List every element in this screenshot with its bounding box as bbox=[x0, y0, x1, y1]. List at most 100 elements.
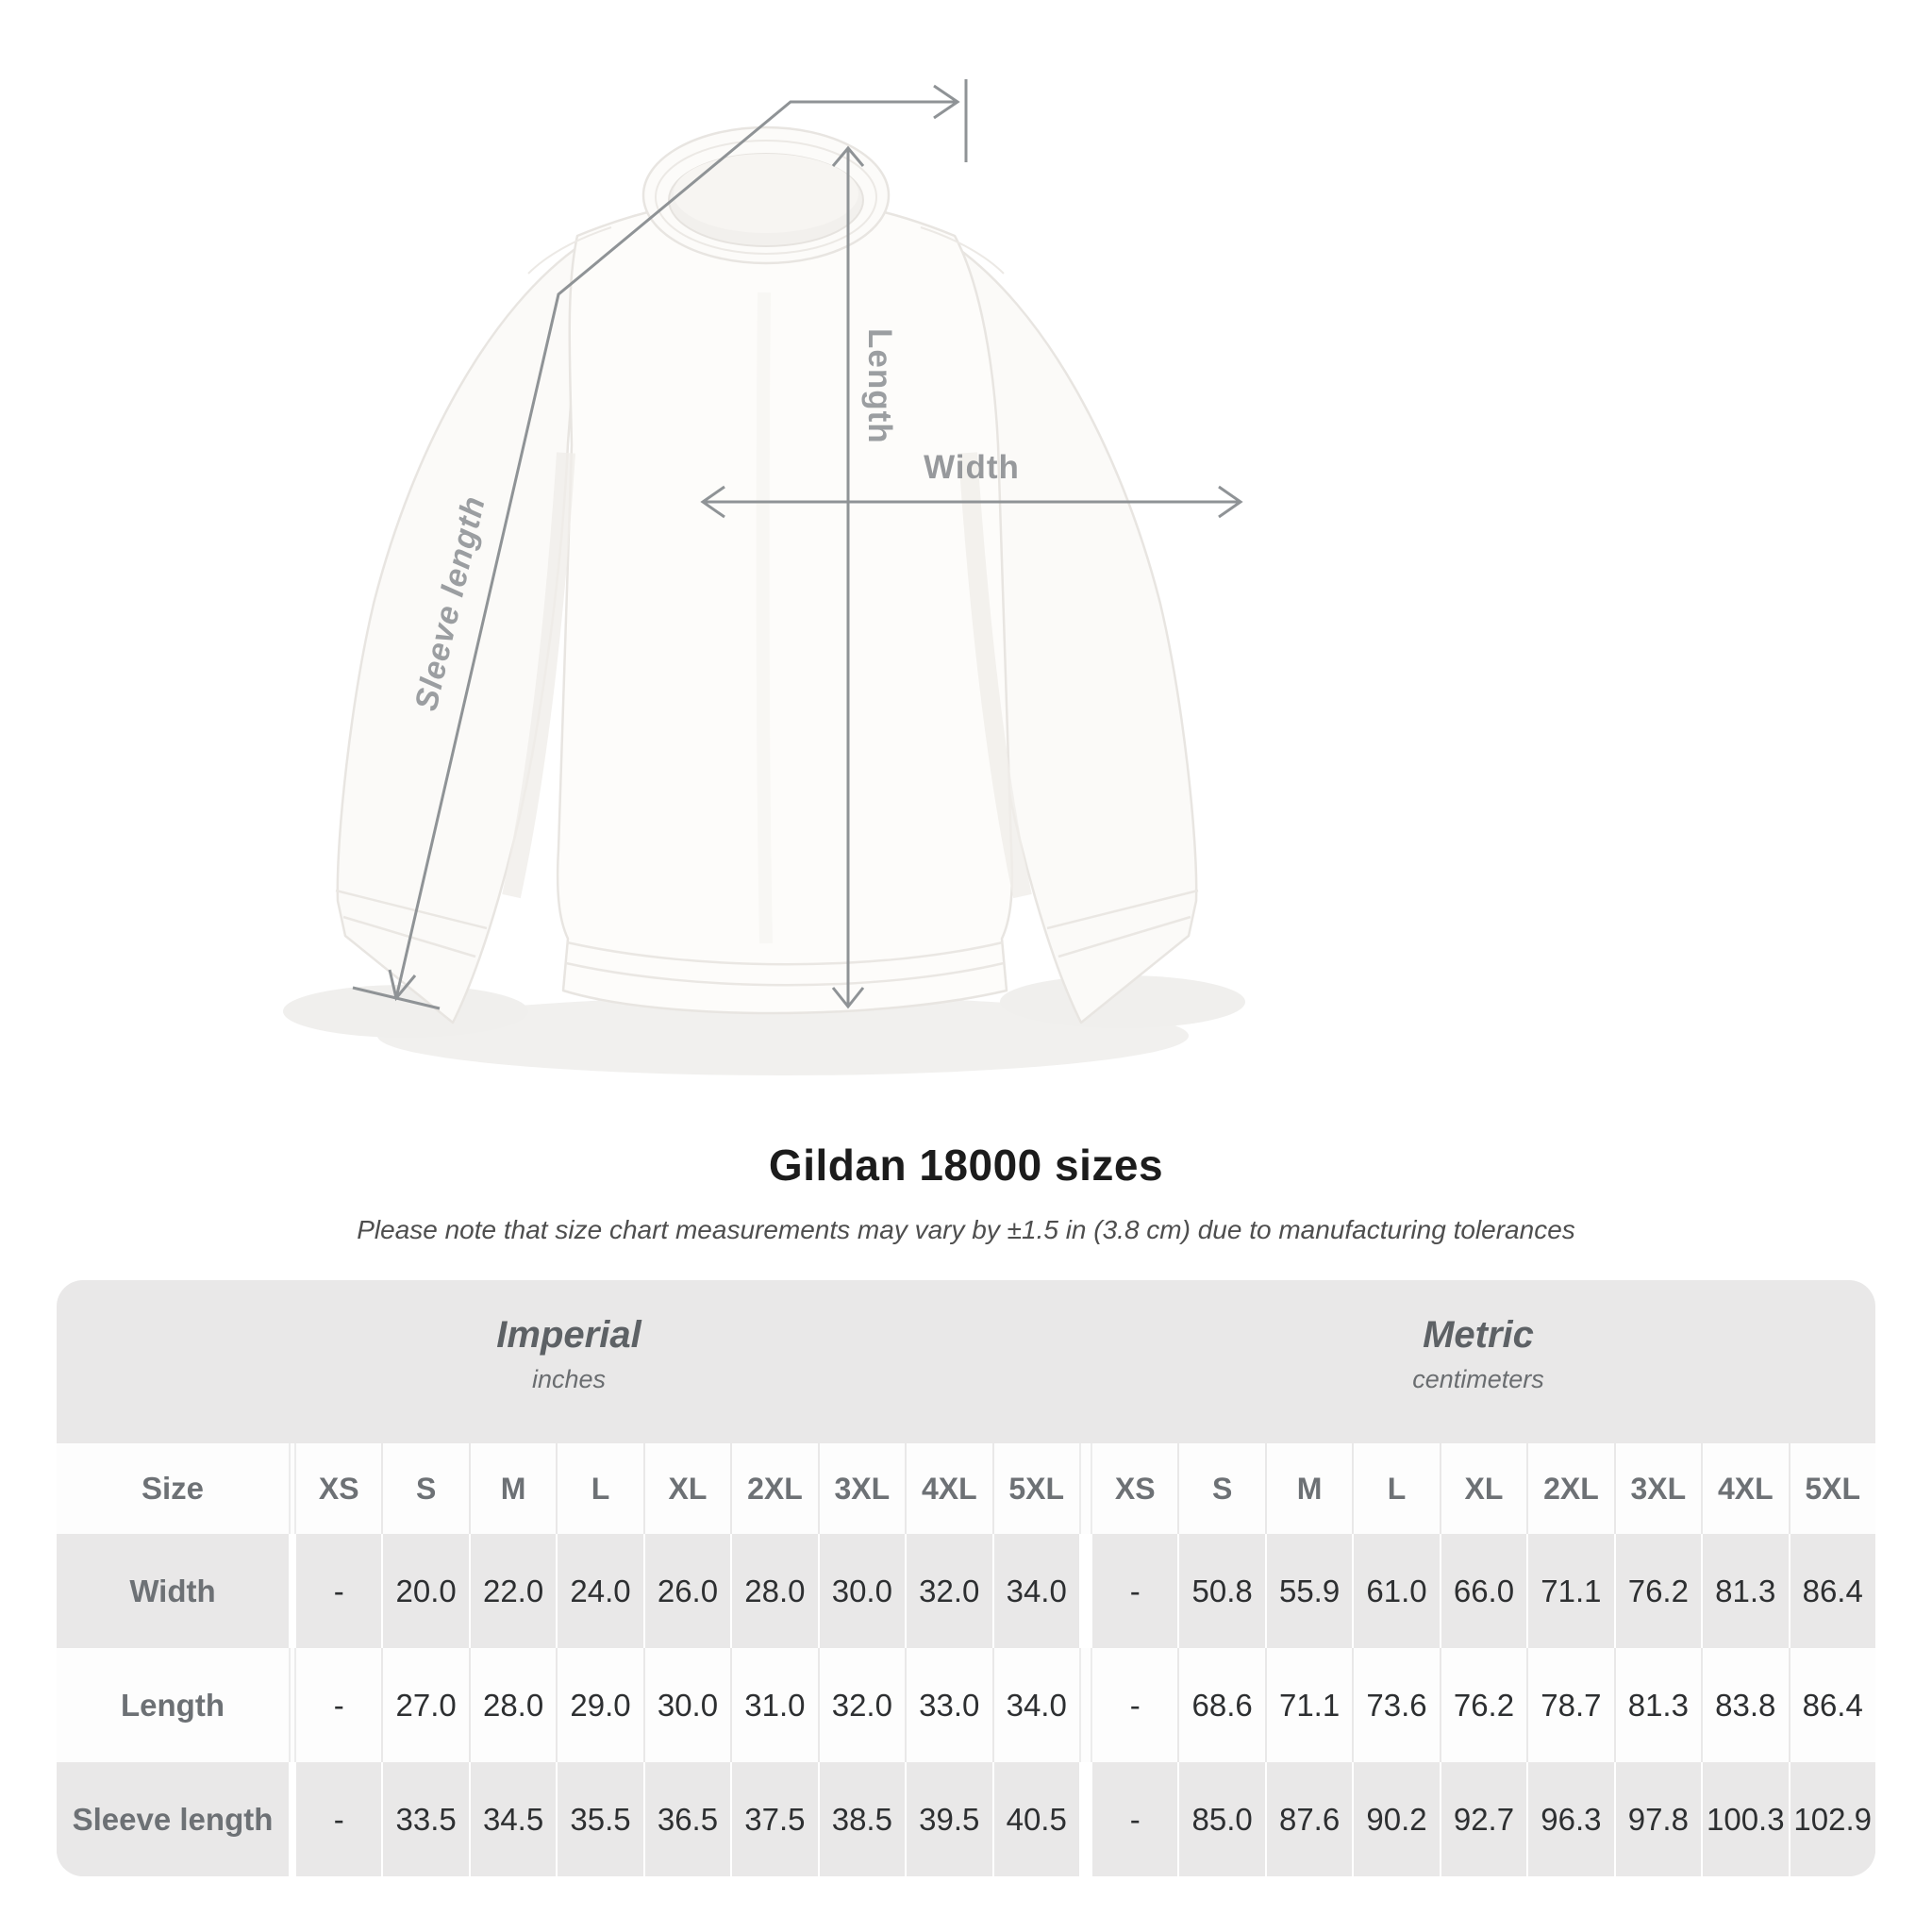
value-cell: 102.9 bbox=[1788, 1762, 1875, 1876]
metric-title: Metric bbox=[1423, 1314, 1534, 1356]
value-cell: - bbox=[1129, 1687, 1141, 1723]
size-header-cell: XS bbox=[318, 1471, 359, 1506]
width-row: Width -20.0 22.0 24.0 26.0 28.0 30.0 32.0 34.0 … bbox=[57, 1534, 1875, 1648]
value-cell: 61.0 bbox=[1352, 1534, 1439, 1648]
value-cell: 81.3 bbox=[1701, 1534, 1788, 1648]
size-header-cell: 5XL bbox=[991, 1443, 1079, 1534]
table-header-row: Size XS S M L XL 2XL 3XL 4XL 5XL XS S M L XL 2XL 3XL 4X… bbox=[57, 1443, 1875, 1534]
size-header-cell: L bbox=[556, 1443, 642, 1534]
imperial-unit: inches bbox=[531, 1365, 607, 1393]
body bbox=[556, 196, 1014, 1015]
size-header-cell: XL bbox=[1439, 1443, 1526, 1534]
measurement-annotations bbox=[352, 79, 1243, 1010]
value-cell: - bbox=[333, 1801, 344, 1837]
heading-block: Gildan 18000 sizes Please note that size… bbox=[0, 1140, 1932, 1245]
size-column-header: Size bbox=[141, 1471, 205, 1506]
size-header-cell: 4XL bbox=[905, 1443, 991, 1534]
value-cell: 73.6 bbox=[1352, 1648, 1439, 1762]
metric-size-headers: XS S M L XL 2XL 3XL 4XL 5XL bbox=[1092, 1443, 1875, 1534]
row-label: Width bbox=[129, 1573, 216, 1608]
value-cell: 30.0 bbox=[642, 1648, 730, 1762]
width-metric-values: - 50.8 55.9 61.0 66.0 71.1 76.2 81.3 86.4 bbox=[1092, 1534, 1875, 1648]
value-cell: 40.5 bbox=[991, 1762, 1079, 1876]
value-cell: 27.0 bbox=[381, 1648, 468, 1762]
value-cell: 81.3 bbox=[1613, 1648, 1701, 1762]
metric-section-header: Metric centimeters bbox=[1081, 1280, 1875, 1443]
value-cell: 50.8 bbox=[1177, 1534, 1264, 1648]
value-cell: 78.7 bbox=[1526, 1648, 1613, 1762]
value-cell: - bbox=[333, 1687, 344, 1723]
imperial-title: Imperial bbox=[496, 1314, 641, 1356]
value-cell: 37.5 bbox=[730, 1762, 817, 1876]
value-cell: 71.1 bbox=[1526, 1534, 1613, 1648]
sweatshirt bbox=[335, 125, 1199, 1024]
section-divider bbox=[1079, 1762, 1092, 1876]
value-cell: 39.5 bbox=[905, 1762, 991, 1876]
value-cell: 31.0 bbox=[730, 1648, 817, 1762]
width-label: Width bbox=[924, 449, 1020, 486]
size-header-cell: S bbox=[381, 1443, 468, 1534]
value-cell: 34.5 bbox=[468, 1762, 556, 1876]
column-divider bbox=[289, 1443, 296, 1534]
value-cell: 33.5 bbox=[381, 1762, 468, 1876]
value-cell: 26.0 bbox=[642, 1534, 730, 1648]
value-cell: - bbox=[1129, 1573, 1141, 1608]
tolerance-note: Please note that size chart measurements… bbox=[357, 1215, 1575, 1244]
value-cell: 92.7 bbox=[1439, 1762, 1526, 1876]
value-cell: 85.0 bbox=[1177, 1762, 1264, 1876]
size-header-cell: 3XL bbox=[1613, 1443, 1701, 1534]
value-cell: 34.0 bbox=[991, 1648, 1079, 1762]
length-line bbox=[831, 145, 865, 1009]
value-cell: 96.3 bbox=[1526, 1762, 1613, 1876]
value-cell: 97.8 bbox=[1613, 1762, 1701, 1876]
sleeve-imperial-values: - 33.5 34.5 35.5 36.5 37.5 38.5 39.5 40.5 bbox=[296, 1762, 1079, 1876]
size-header-cell: XL bbox=[642, 1443, 730, 1534]
value-cell: 30.0 bbox=[817, 1534, 905, 1648]
value-cell: 66.0 bbox=[1439, 1534, 1526, 1648]
value-cell: 29.0 bbox=[556, 1648, 642, 1762]
value-cell: 28.0 bbox=[730, 1534, 817, 1648]
collar bbox=[641, 125, 891, 265]
product-photo: Length Width Sleeve length bbox=[283, 79, 1245, 1075]
length-row: Length - 27.0 28.0 29.0 30.0 31.0 32.0 33.0 34.0… bbox=[57, 1648, 1875, 1762]
value-cell: 68.6 bbox=[1177, 1648, 1264, 1762]
value-cell: 20.0 bbox=[381, 1534, 468, 1648]
imperial-size-headers: XS S M L XL 2XL 3XL 4XL 5XL bbox=[296, 1443, 1079, 1534]
column-divider bbox=[289, 1534, 296, 1648]
value-cell: 24.0 bbox=[556, 1534, 642, 1648]
size-header-cell: M bbox=[468, 1443, 556, 1534]
section-divider bbox=[1079, 1648, 1092, 1762]
value-cell: - bbox=[1129, 1801, 1141, 1837]
value-cell: 100.3 bbox=[1701, 1762, 1788, 1876]
row-label: Length bbox=[121, 1687, 225, 1723]
section-divider bbox=[1079, 1443, 1092, 1534]
size-header-cell: XS bbox=[1114, 1471, 1156, 1506]
value-cell: 22.0 bbox=[468, 1534, 556, 1648]
unit-section-row: Imperial inches Metric centimeters bbox=[57, 1280, 1875, 1443]
size-header-cell: 5XL bbox=[1788, 1443, 1875, 1534]
value-cell: 32.0 bbox=[817, 1648, 905, 1762]
length-metric-values: -68.6 71.1 73.6 76.2 78.7 81.3 83.8 86.4 bbox=[1092, 1648, 1875, 1762]
value-cell: 38.5 bbox=[817, 1762, 905, 1876]
imperial-section-header: Imperial inches bbox=[57, 1280, 1081, 1443]
value-cell: 36.5 bbox=[642, 1762, 730, 1876]
value-cell: 33.0 bbox=[905, 1648, 991, 1762]
row-label: Sleeve length bbox=[72, 1801, 274, 1837]
column-divider bbox=[289, 1648, 296, 1762]
value-cell: 83.8 bbox=[1701, 1648, 1788, 1762]
size-header-cell: 4XL bbox=[1701, 1443, 1788, 1534]
width-imperial-values: - 20.0 22.0 24.0 26.0 28.0 30.0 32.0 34.0 bbox=[296, 1534, 1079, 1648]
value-cell: 90.2 bbox=[1352, 1762, 1439, 1876]
sleeve-length-row: Sleeve length - 33.5 34.5 35.5 36.5 37.5 38.5 3… bbox=[57, 1762, 1875, 1876]
value-cell: 76.2 bbox=[1439, 1648, 1526, 1762]
value-cell: - bbox=[333, 1573, 344, 1608]
value-cell: 55.9 bbox=[1264, 1534, 1352, 1648]
value-cell: 86.4 bbox=[1788, 1648, 1875, 1762]
size-header-cell: L bbox=[1352, 1443, 1439, 1534]
size-header-cell: S bbox=[1177, 1443, 1264, 1534]
photo-shadow bbox=[283, 975, 1245, 1075]
size-table-card: Imperial inches Metric centimeters Size … bbox=[57, 1280, 1875, 1876]
value-cell: 32.0 bbox=[905, 1534, 991, 1648]
value-cell: 76.2 bbox=[1613, 1534, 1701, 1648]
page-title: Gildan 18000 sizes bbox=[768, 1141, 1164, 1190]
